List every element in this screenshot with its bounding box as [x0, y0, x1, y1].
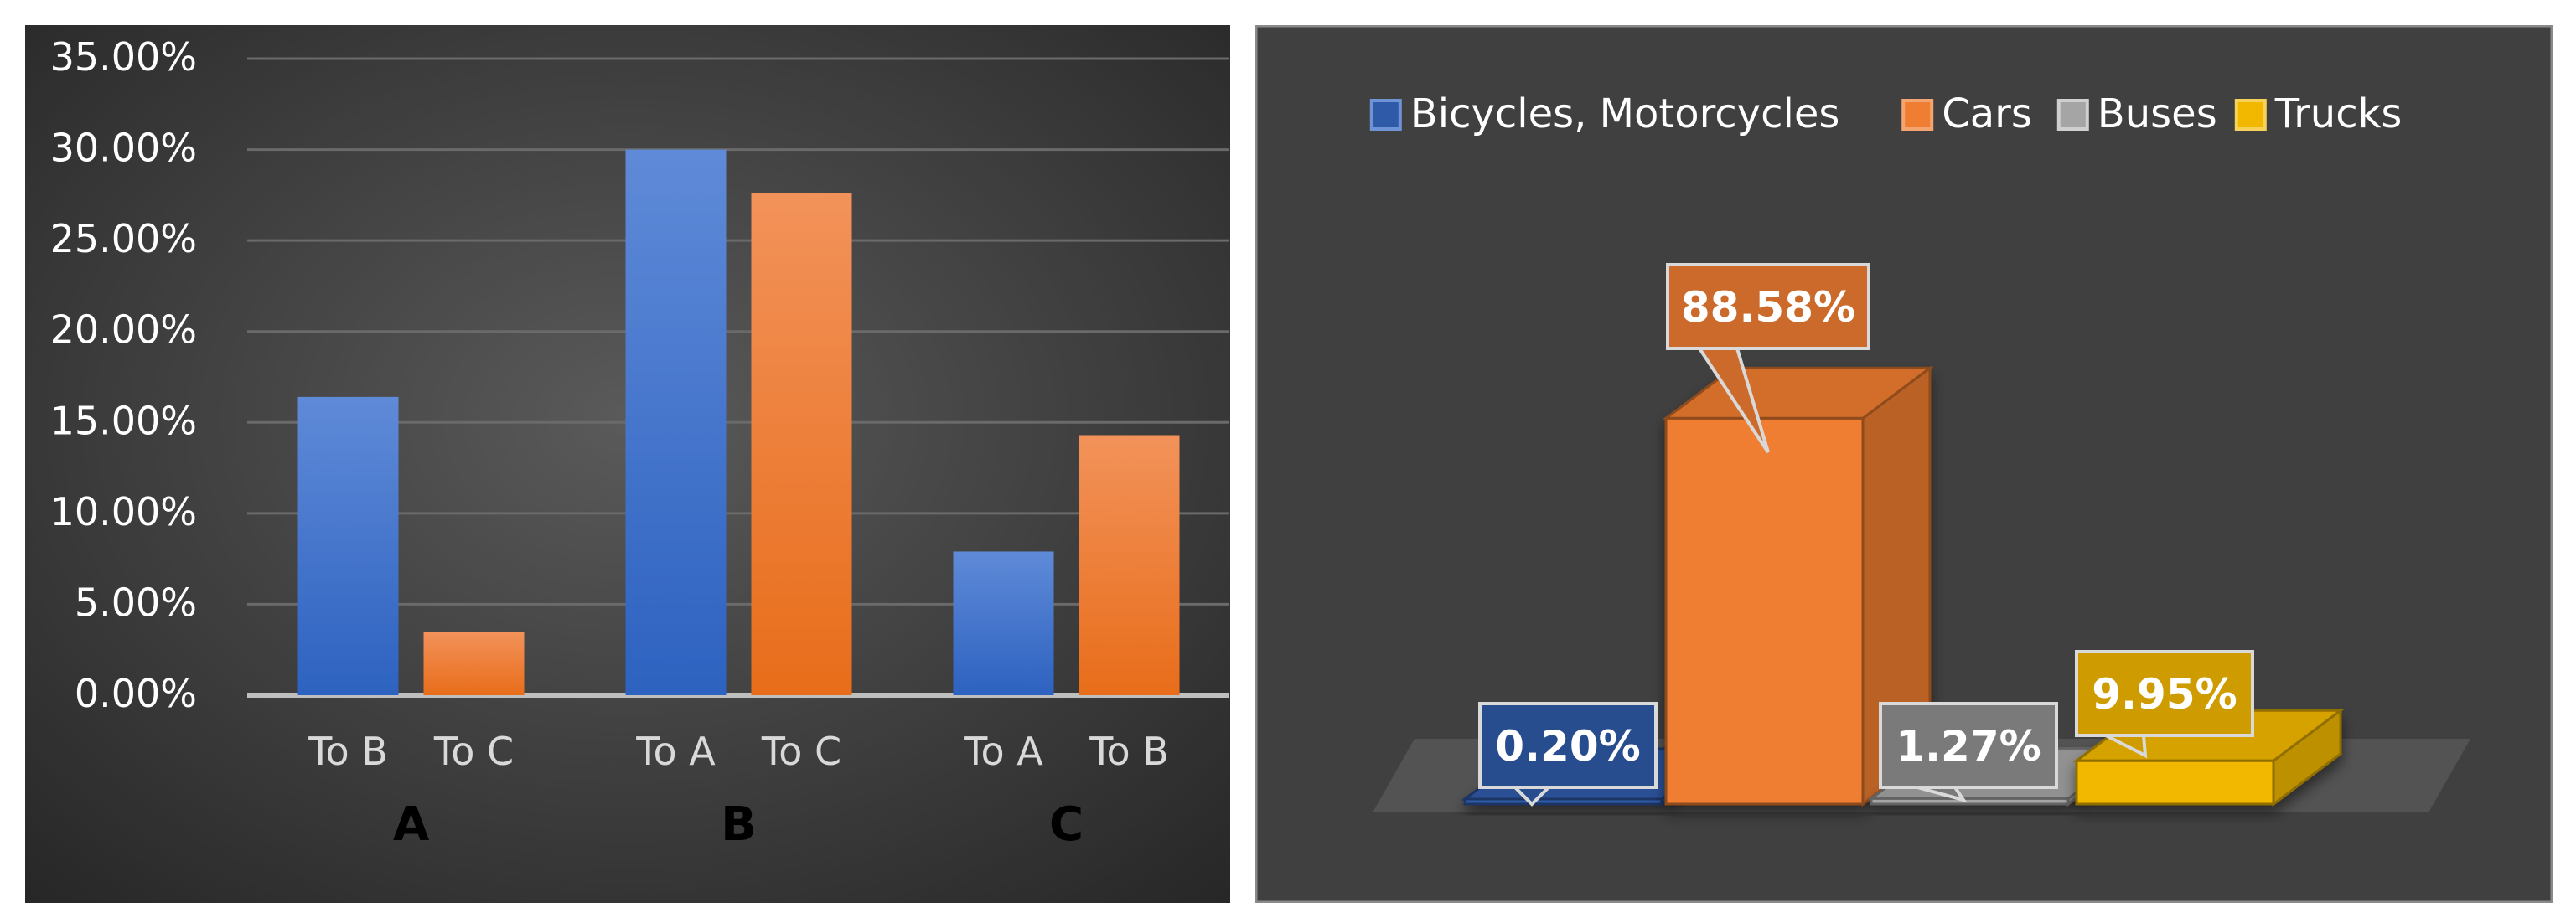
x-category-label: To A: [635, 729, 716, 774]
group-label: A: [393, 797, 430, 852]
group-label: B: [721, 797, 757, 852]
3d-column-chart: Bicycles, Motorcycles Cars Buses Trucks 0.2…: [1254, 24, 2553, 904]
data-label: 88.58%: [1681, 283, 1855, 332]
legend-swatch: [1369, 99, 1402, 131]
x-category-label: To B: [1089, 729, 1169, 774]
x-category-label: To C: [761, 729, 841, 774]
column-front: [2075, 759, 2275, 806]
bar: [1079, 435, 1180, 695]
column-3d: [1662, 365, 1934, 807]
data-label-callout: 88.58%: [1666, 263, 1870, 454]
column-3d: [2072, 708, 2345, 807]
grouped-bar-chart: 0.00% 5.00% 10.00% 15.00% 20.00% 25.00% 30.00%…: [25, 25, 1230, 903]
legend-swatch: [2056, 99, 2089, 131]
data-label: 1.27%: [1896, 722, 2041, 771]
column-front: [1870, 797, 2070, 806]
data-label-callout: 0.20%: [1478, 702, 1658, 807]
data-label-callout: 1.27%: [1879, 702, 2058, 803]
legend-label: Cars: [1942, 90, 2032, 137]
data-label: 9.95%: [2092, 670, 2237, 719]
legend-label: Bicycles, Motorcycles: [1410, 90, 1840, 137]
legend-label: Buses: [2098, 90, 2217, 137]
y-tick-label: 35.00%: [50, 34, 197, 80]
bar: [423, 632, 525, 695]
grouped-bar-chart-svg: 0.00% 5.00% 10.00% 15.00% 20.00% 25.00% 30.00%…: [25, 25, 1230, 903]
bar: [297, 396, 399, 695]
callout-box: [1666, 263, 1870, 350]
y-tick-label: 30.00%: [50, 126, 197, 171]
x-category-label: To C: [433, 729, 514, 774]
y-tick-label: 10.00%: [50, 489, 197, 534]
column-front: [1463, 797, 1663, 806]
data-label: 0.20%: [1495, 722, 1640, 771]
y-tick-label: 0.00%: [75, 671, 197, 716]
legend-swatch: [1901, 99, 1934, 131]
legend-label: Trucks: [2274, 90, 2403, 137]
callout-box: [1879, 702, 2058, 789]
y-tick-label: 20.00%: [50, 307, 197, 353]
bar: [625, 149, 727, 696]
bar: [953, 551, 1054, 695]
callout-box: [2075, 650, 2254, 737]
y-tick-label: 5.00%: [75, 580, 197, 625]
column-front: [1664, 416, 1865, 806]
callout-box: [1478, 702, 1658, 789]
group-label: C: [1049, 797, 1084, 852]
legend-swatch: [2234, 99, 2267, 131]
data-label-callout: 9.95%: [2075, 650, 2254, 759]
x-category-label: To B: [308, 729, 388, 774]
x-category-label: To A: [963, 729, 1043, 774]
bar: [751, 193, 852, 695]
y-tick-label: 25.00%: [50, 216, 197, 261]
3d-column-chart-svg: Bicycles, Motorcycles Cars Buses Trucks 0.2…: [1254, 24, 2553, 904]
y-tick-label: 15.00%: [50, 398, 197, 443]
